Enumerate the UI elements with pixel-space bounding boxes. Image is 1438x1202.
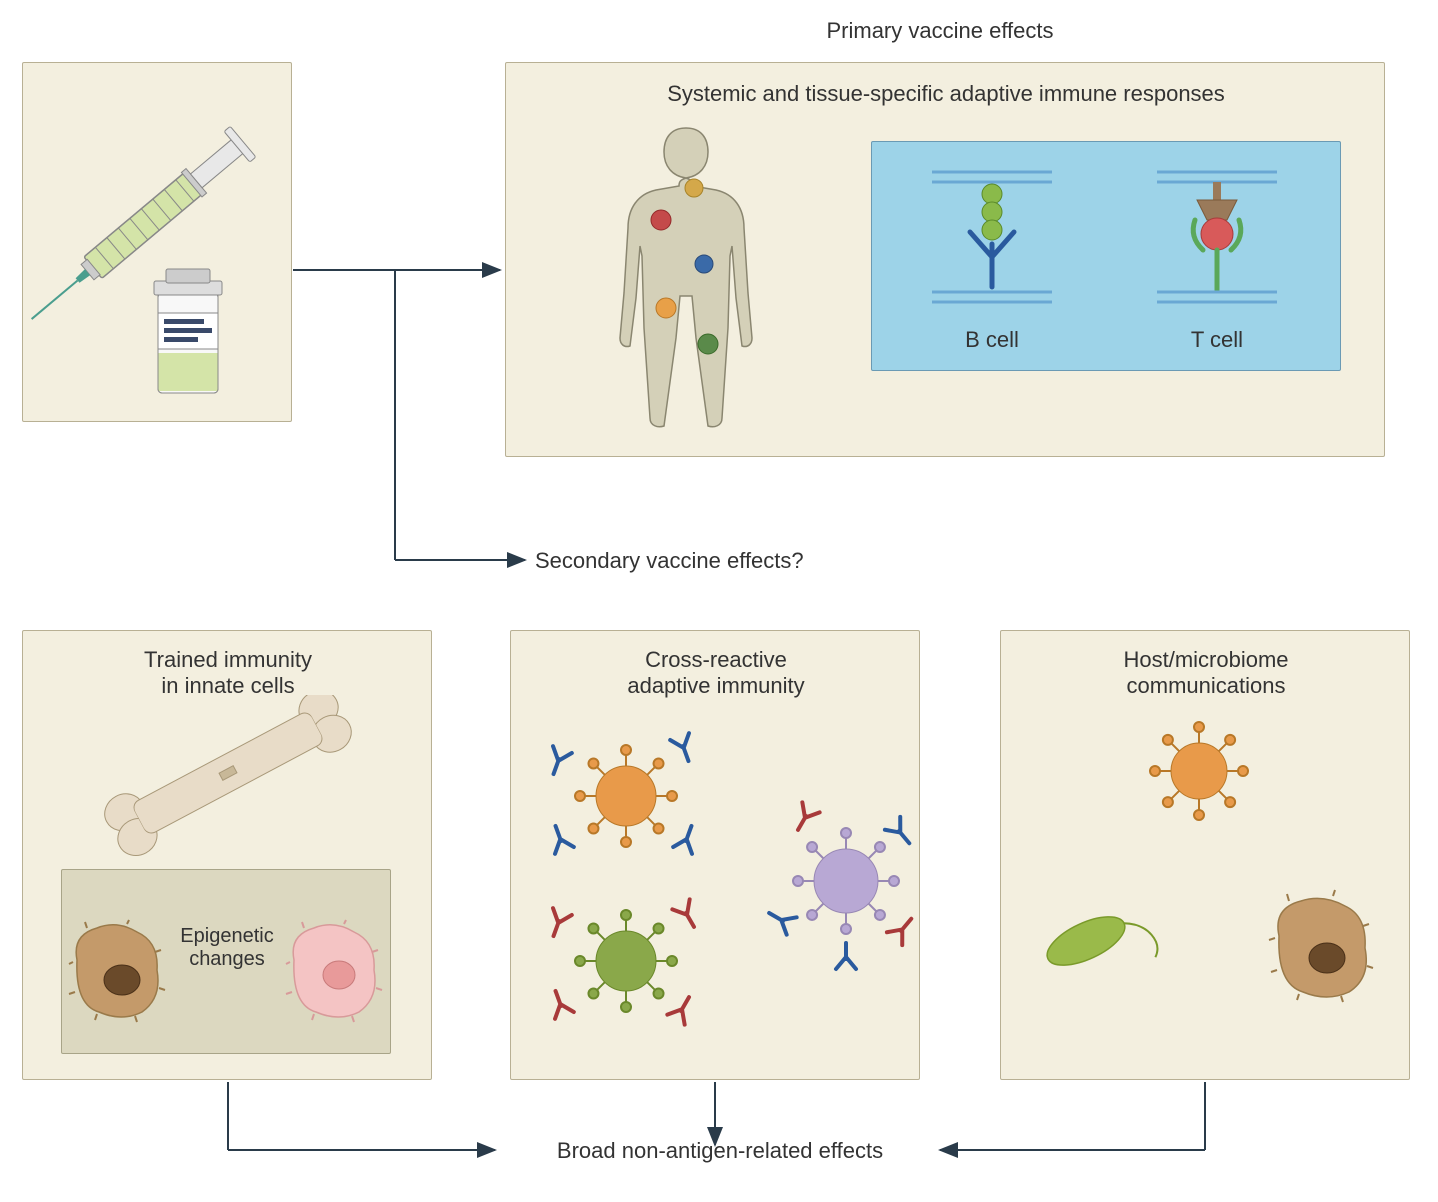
host-microbiome-panel: Host/microbiome communications [1000, 630, 1410, 1080]
host-microbiome-title: Host/microbiome communications [1001, 647, 1411, 699]
epigenetic-label: Epigenetic changes [162, 925, 292, 971]
primary-panel-title: Systemic and tissue-specific adaptive im… [576, 81, 1316, 107]
cross-reactive-panel: Cross-reactive adaptive immunity [510, 630, 920, 1080]
secondary-effects-title: Secondary vaccine effects? [535, 548, 865, 574]
primary-effects-title: Primary vaccine effects [740, 18, 1140, 44]
bcell-label: B cell [932, 327, 1052, 353]
bottom-effects-label: Broad non-antigen-related effects [500, 1138, 940, 1164]
syringe-vial-illustration [23, 63, 293, 423]
trained-immunity-panel: Trained immunity in innate cells Epigene… [22, 630, 432, 1080]
epigenetic-panel: Epigenetic changes [61, 869, 391, 1054]
human-body-illustration [526, 108, 886, 458]
tcell-label: T cell [1157, 327, 1277, 353]
adaptive-cells-panel: B cell T cell [871, 141, 1341, 371]
bone-illustration [23, 695, 433, 875]
primary-panel: Systemic and tissue-specific adaptive im… [505, 62, 1385, 457]
trained-immunity-title: Trained immunity in innate cells [23, 647, 433, 699]
vaccine-panel [22, 62, 292, 422]
cross-reactive-title: Cross-reactive adaptive immunity [511, 647, 921, 699]
